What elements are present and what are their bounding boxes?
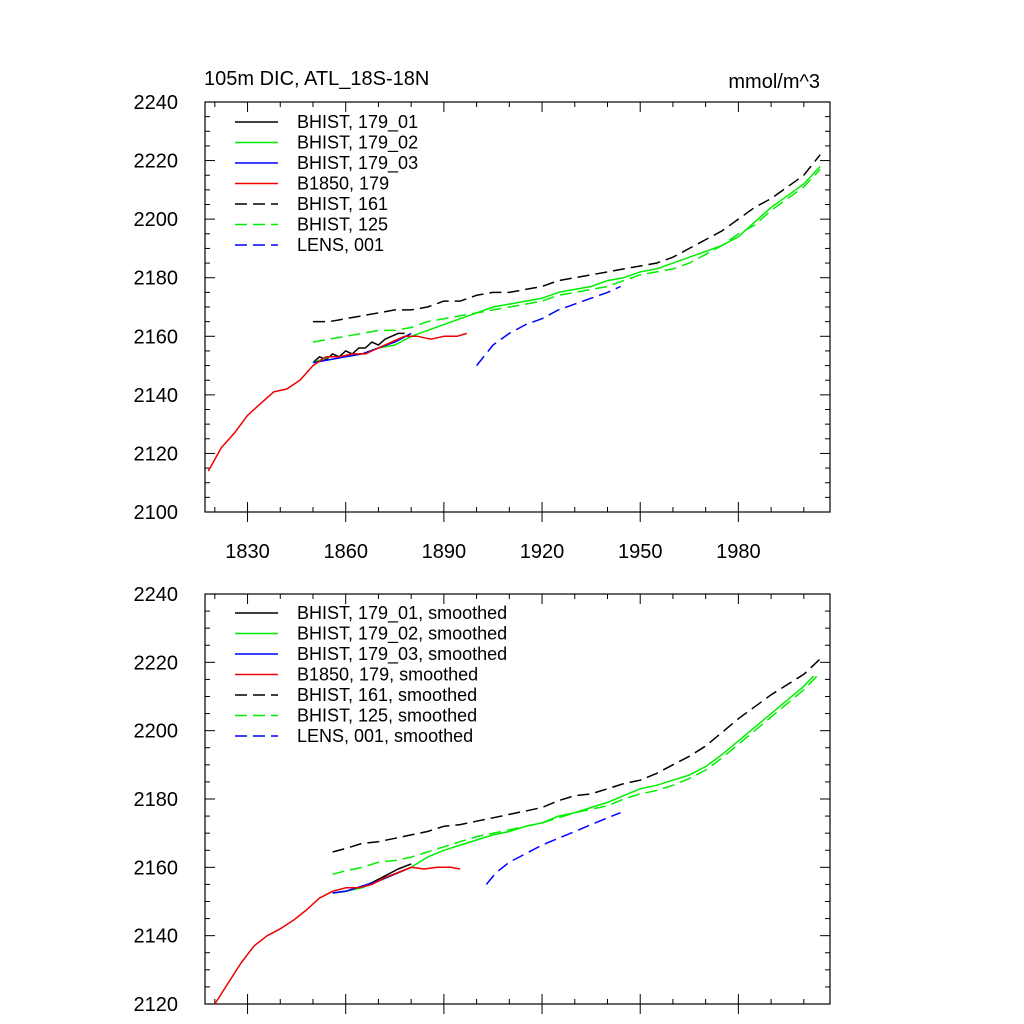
bottom-y-tick-label: 2200 xyxy=(134,721,179,743)
top-legend-label: BHIST, 179_01 xyxy=(297,112,418,133)
top-x-tick-label: 1980 xyxy=(716,541,761,563)
bottom-plot-area: 2120 2140 2160 2180 2200 2220 2240 BHIST, 179_0… xyxy=(134,584,831,1016)
top-x-tick-label: 1860 xyxy=(323,541,368,563)
bottom-series-line-6 xyxy=(485,812,621,885)
top-y-tick-label: 2100 xyxy=(134,502,179,524)
top-y-tick-label: 2180 xyxy=(134,268,179,290)
top-series-line-4 xyxy=(313,154,821,323)
top-panel: 105m DIC, ATL_18S-18N mmol/m^3 210021202… xyxy=(134,68,831,563)
top-y-tick-label: 2200 xyxy=(134,209,179,231)
bottom-legend-label: LENS, 001, smoothed xyxy=(297,726,473,746)
top-legend-label: BHIST, 125 xyxy=(297,215,388,235)
bottom-legend-label: BHIST, 179_01, smoothed xyxy=(297,603,507,624)
bottom-legend-label: B1850, 179, smoothed xyxy=(297,665,478,685)
bottom-legend-label: BHIST, 125, smoothed xyxy=(297,706,477,726)
top-series-line-5 xyxy=(312,168,821,343)
bottom-y-tick-label: 2160 xyxy=(134,857,179,879)
top-x-tick-label: 1890 xyxy=(422,541,467,563)
top-x-tick-label: 1830 xyxy=(225,541,270,563)
top-panel-units: mmol/m^3 xyxy=(728,71,820,93)
top-plot-area: 2100 2120 2140 2160 2180 2200 2220 2240 1830 1860… xyxy=(134,92,831,563)
bottom-y-tick-label: 2120 xyxy=(134,994,179,1016)
top-legend-label: LENS, 001 xyxy=(297,235,384,255)
top-y-tick-label: 2220 xyxy=(134,151,179,173)
bottom-y-tick-label: 2220 xyxy=(134,652,179,674)
bottom-y-tick-label: 2240 xyxy=(134,584,179,606)
top-series-line-6 xyxy=(476,285,621,367)
bottom-series-line-5 xyxy=(332,672,821,875)
bottom-legend-label: BHIST, 179_02, smoothed xyxy=(297,624,507,645)
top-x-tick-label: 1950 xyxy=(618,541,663,563)
top-series-line-1 xyxy=(312,165,821,364)
bottom-y-tick-label: 2140 xyxy=(134,926,179,948)
top-y-tick-label: 2240 xyxy=(134,92,179,114)
top-legend-label: BHIST, 179_03 xyxy=(297,153,418,174)
bottom-series-line-2 xyxy=(332,866,412,894)
top-legend-label: B1850, 179 xyxy=(297,174,389,194)
top-panel-title: 105m DIC, ATL_18S-18N xyxy=(204,68,429,90)
top-y-tick-label: 2160 xyxy=(134,326,179,348)
top-legend-label: BHIST, 161 xyxy=(297,194,388,214)
top-legend-label: BHIST, 179_02 xyxy=(297,133,418,154)
bottom-series-line-3 xyxy=(214,866,461,1005)
top-y-tick-label: 2120 xyxy=(134,443,179,465)
bottom-series-line-4 xyxy=(332,658,821,853)
top-series-line-3 xyxy=(207,332,468,472)
bottom-y-tick-label: 2180 xyxy=(134,789,179,811)
top-y-tick-label: 2140 xyxy=(134,385,179,407)
top-x-tick-label: 1920 xyxy=(520,541,565,563)
bottom-panel: 2120 2140 2160 2180 2200 2220 2240 BHIST, 179_0… xyxy=(134,584,831,1016)
bottom-legend-label: BHIST, 161, smoothed xyxy=(297,685,477,705)
bottom-legend-label: BHIST, 179_03, smoothed xyxy=(297,644,507,665)
